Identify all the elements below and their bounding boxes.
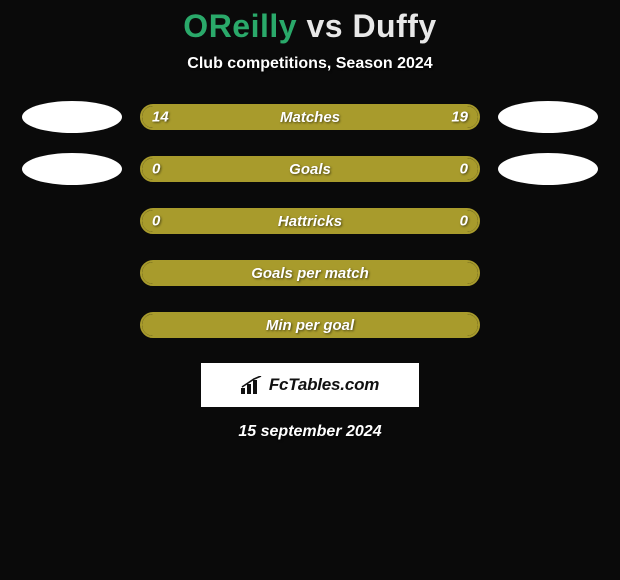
player1-name: OReilly	[183, 8, 297, 44]
stat-row: 0 0 Hattricks	[0, 205, 620, 237]
player1-oval	[22, 153, 122, 185]
date-label: 15 september 2024	[238, 423, 381, 441]
stat-value-right: 0	[460, 161, 468, 178]
player1-oval	[22, 101, 122, 133]
stat-bar: 14 19 Matches	[140, 104, 480, 130]
player2-oval	[498, 153, 598, 185]
player2-oval	[498, 101, 598, 133]
brand-icon	[241, 376, 263, 394]
stat-bar: Goals per match	[140, 260, 480, 286]
stat-bar: 0 0 Goals	[140, 156, 480, 182]
stat-bar: Min per goal	[140, 312, 480, 338]
comparison-card: OReilly vs Duffy Club competitions, Seas…	[0, 0, 620, 441]
stat-value-left: 0	[152, 213, 160, 230]
stat-value-left: 14	[152, 109, 169, 126]
stat-label: Min per goal	[266, 317, 354, 334]
player2-name: Duffy	[352, 8, 436, 44]
stat-value-left: 0	[152, 161, 160, 178]
stat-value-right: 0	[460, 213, 468, 230]
stat-label: Matches	[280, 109, 340, 126]
stat-label: Goals	[289, 161, 331, 178]
vs-label: vs	[306, 8, 343, 44]
stat-row: Min per goal	[0, 309, 620, 341]
stat-bar: 0 0 Hattricks	[140, 208, 480, 234]
stats-list: 14 19 Matches 0 0 Goals 0 0 Hattricks Goals per m…	[0, 101, 620, 361]
stat-row: Goals per match	[0, 257, 620, 289]
stat-label: Hattricks	[278, 213, 342, 230]
subtitle: Club competitions, Season 2024	[187, 55, 432, 73]
stat-label: Goals per match	[251, 265, 369, 282]
brand-badge[interactable]: FcTables.com	[201, 363, 419, 407]
brand-text: FcTables.com	[269, 375, 379, 395]
stat-row: 0 0 Goals	[0, 153, 620, 185]
stat-row: 14 19 Matches	[0, 101, 620, 133]
page-title: OReilly vs Duffy	[183, 8, 436, 45]
stat-value-right: 19	[451, 109, 468, 126]
